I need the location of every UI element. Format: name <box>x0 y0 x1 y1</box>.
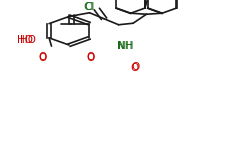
Text: HO: HO <box>17 35 33 45</box>
Text: O: O <box>38 52 46 62</box>
Text: O: O <box>87 52 95 62</box>
Text: O: O <box>131 62 140 72</box>
Text: Cl: Cl <box>84 2 95 12</box>
Text: O: O <box>38 53 46 63</box>
Text: NH: NH <box>117 41 133 51</box>
Text: NH: NH <box>118 41 134 51</box>
Text: Cl: Cl <box>83 2 93 12</box>
Text: O: O <box>87 53 95 63</box>
Text: HO: HO <box>20 35 36 45</box>
Text: O: O <box>130 63 138 73</box>
